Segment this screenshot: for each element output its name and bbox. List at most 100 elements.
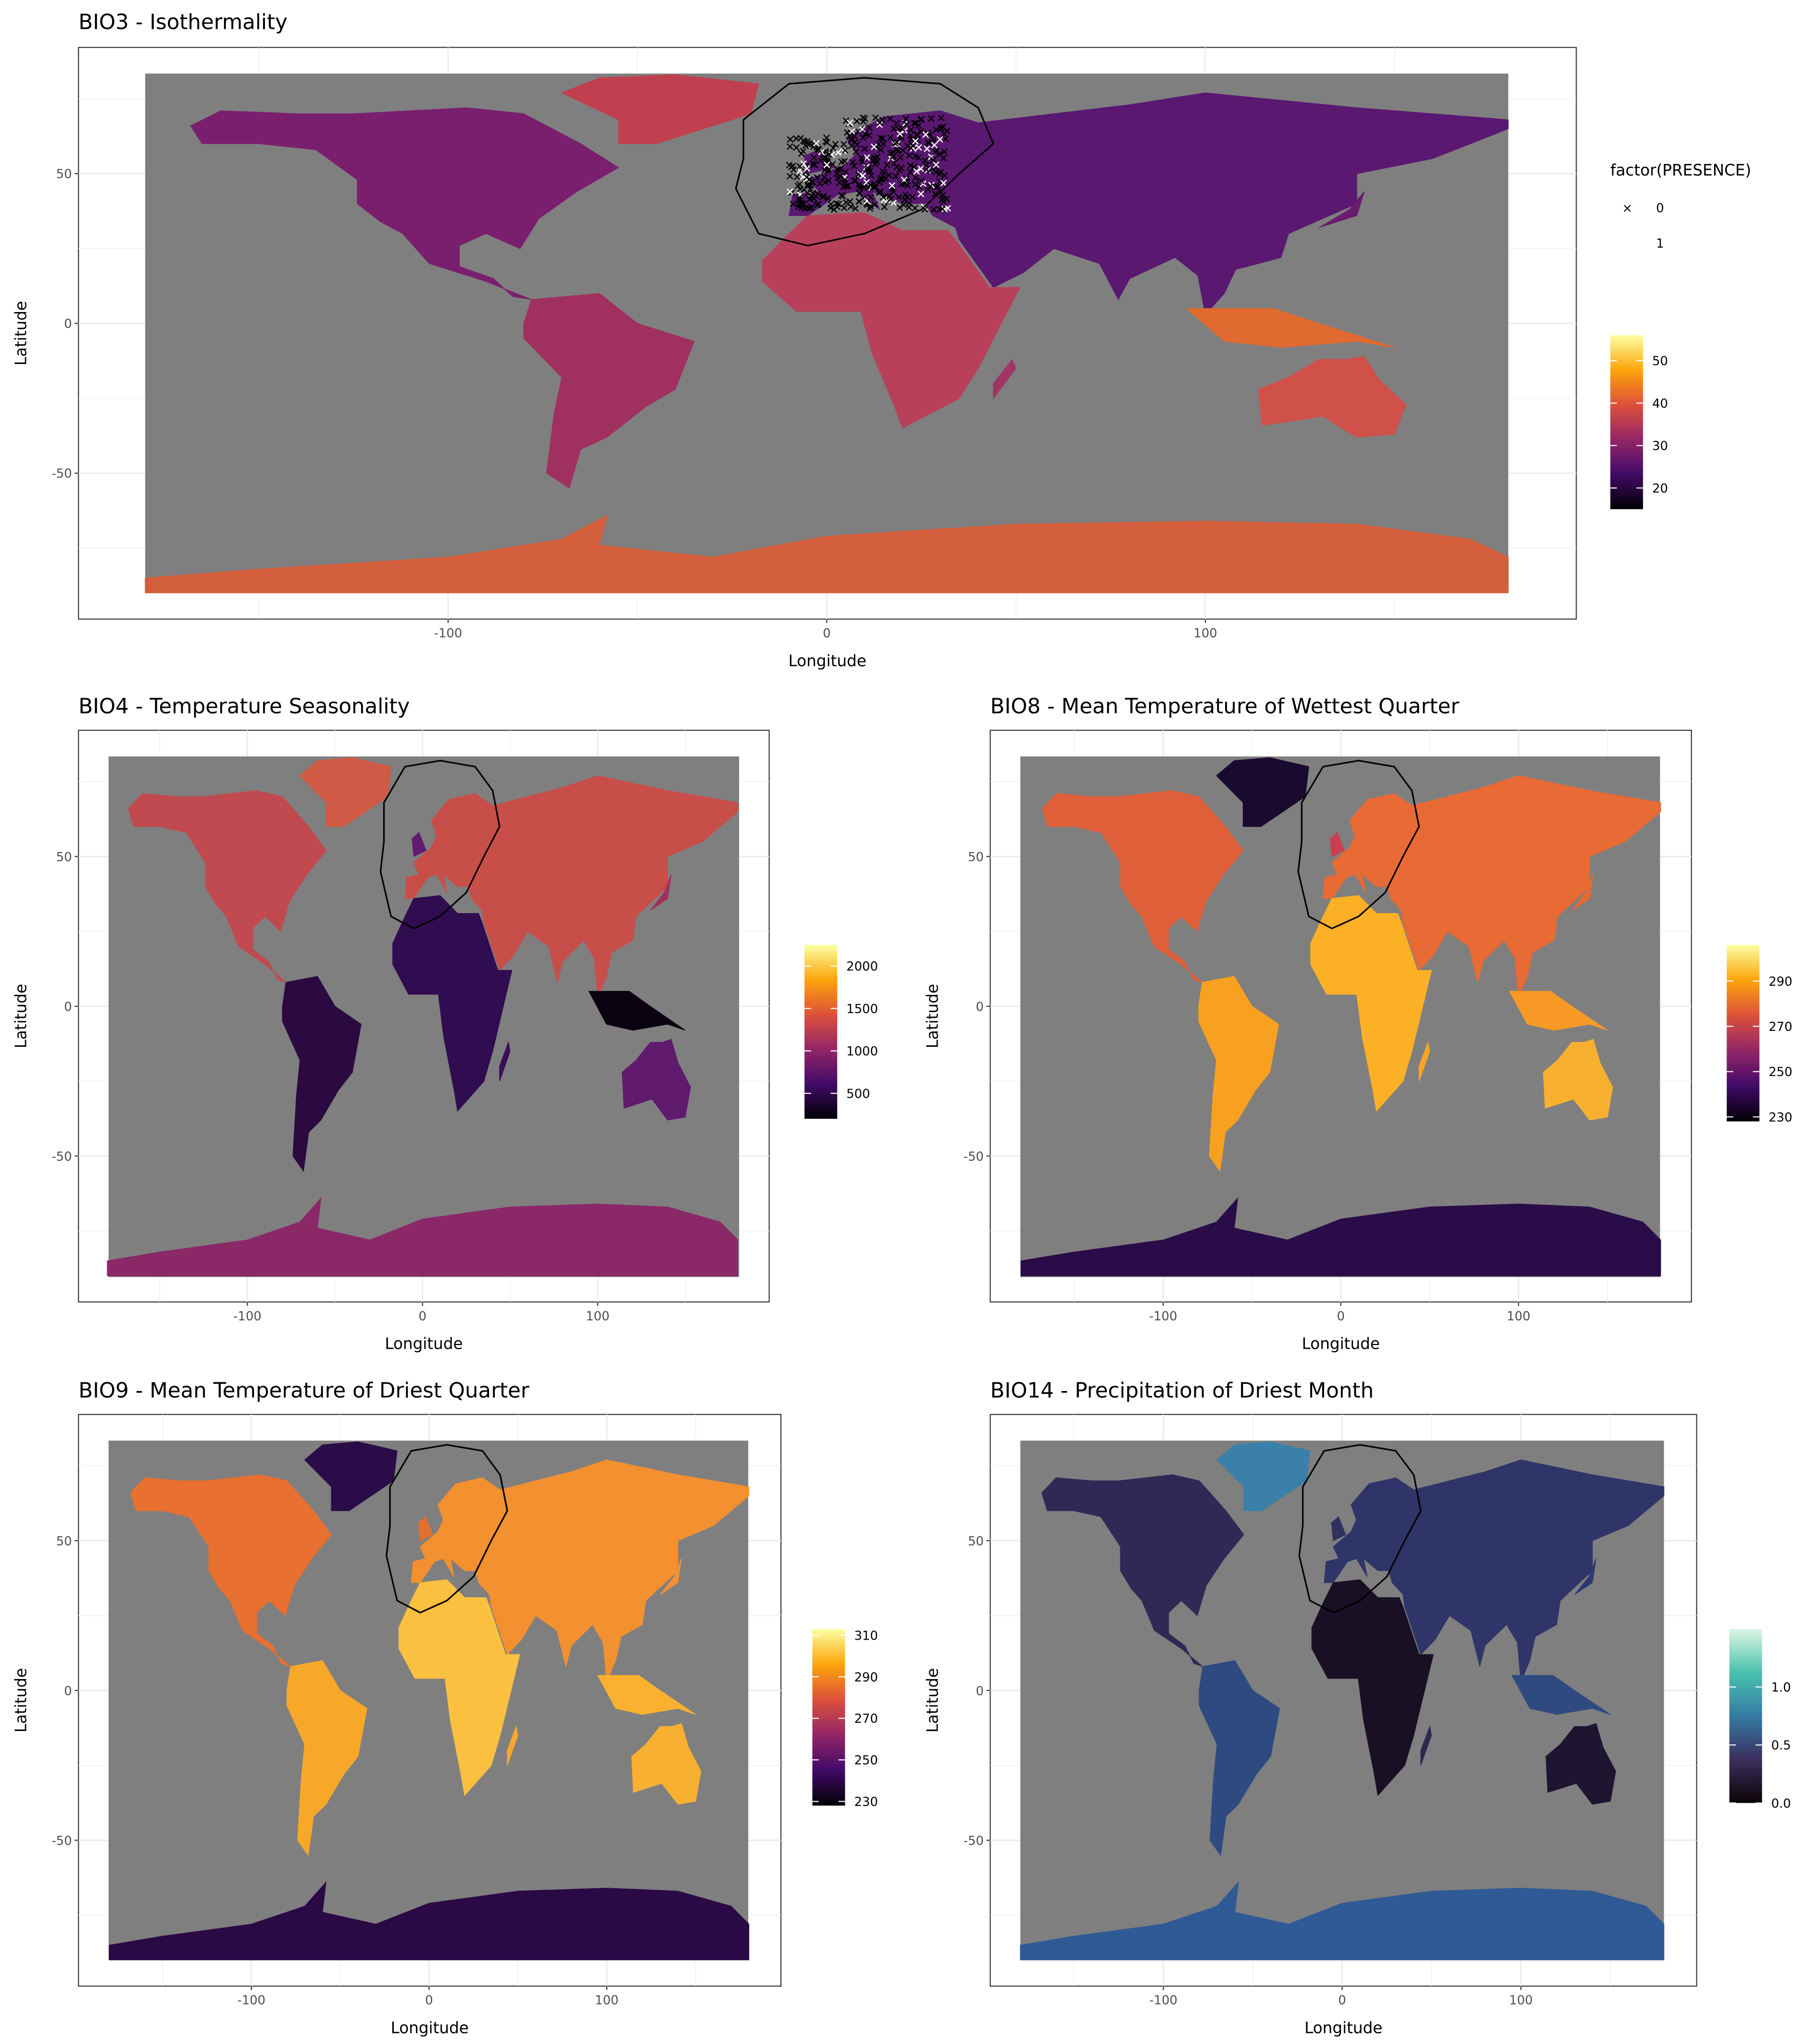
absence-point bbox=[912, 175, 919, 181]
absence-point bbox=[814, 190, 821, 197]
absence-point bbox=[902, 196, 909, 203]
absence-point bbox=[914, 131, 920, 138]
landmass-greenland bbox=[561, 74, 759, 144]
colorbar bbox=[812, 1629, 845, 1806]
absence-point bbox=[815, 201, 822, 208]
absence-point bbox=[787, 143, 793, 150]
landmass-indonesia bbox=[588, 991, 686, 1031]
absence-point bbox=[941, 148, 948, 155]
colorbar-label: 250 bbox=[1768, 1065, 1792, 1079]
absence-point bbox=[909, 193, 916, 201]
presence-point bbox=[848, 128, 855, 135]
absence-point bbox=[834, 174, 841, 181]
landmass-britain bbox=[418, 1516, 433, 1542]
absence-point bbox=[881, 169, 888, 176]
landmass-north-america bbox=[190, 107, 619, 300]
absence-point bbox=[932, 190, 939, 198]
y-tick-label: 50 bbox=[56, 167, 72, 182]
y-tick-label: 50 bbox=[968, 850, 984, 865]
absence-point bbox=[866, 205, 874, 212]
x-axis-label: Longitude bbox=[789, 652, 866, 670]
x-axis-label: Longitude bbox=[1302, 1335, 1380, 1353]
shape-legend: factor(PRESENCE) × 0 1 bbox=[1610, 161, 1751, 251]
absence-point bbox=[908, 136, 915, 143]
absence-point bbox=[877, 135, 884, 142]
landmass-eurasia bbox=[1324, 1459, 1665, 1682]
absence-point bbox=[843, 183, 850, 190]
absence-point bbox=[820, 192, 827, 200]
absence-point bbox=[926, 167, 933, 175]
landmass-north-america bbox=[1042, 790, 1244, 983]
absence-point bbox=[932, 169, 940, 176]
colorbar bbox=[1729, 1629, 1762, 1803]
absence-point bbox=[903, 121, 910, 128]
landmass-eurasia bbox=[789, 92, 1509, 315]
absence-point bbox=[912, 204, 918, 212]
shape-legend-label: 1 bbox=[1656, 237, 1664, 251]
presence-point bbox=[889, 182, 896, 189]
absence-point bbox=[802, 168, 809, 176]
landmass-north-america bbox=[128, 790, 327, 983]
presence-point bbox=[846, 119, 853, 126]
x-tick-label: 0 bbox=[419, 1309, 426, 1324]
landmass-australia bbox=[1258, 356, 1406, 438]
absence-point bbox=[836, 179, 843, 186]
landmass-greenland bbox=[1216, 1441, 1311, 1511]
absence-point bbox=[933, 126, 940, 133]
absence-point bbox=[856, 189, 863, 197]
absence-point bbox=[832, 141, 839, 148]
absence-point bbox=[930, 136, 937, 143]
absence-point bbox=[877, 176, 884, 184]
panel-title: BIO8 - Mean Temperature of Wettest Quart… bbox=[990, 694, 1460, 718]
y-tick-label: 50 bbox=[56, 1534, 72, 1549]
colorbar-label: 1500 bbox=[846, 1002, 878, 1016]
absence-point bbox=[940, 191, 946, 199]
presence-point bbox=[896, 130, 903, 138]
landmass-australia bbox=[631, 1723, 702, 1805]
panel-bio3: BIO3 - Isothermality -100 0 100 50 0 -50 Longit… bbox=[12, 11, 1668, 670]
absence-point bbox=[872, 184, 879, 191]
absence-point bbox=[865, 167, 871, 174]
absence-point bbox=[793, 144, 800, 151]
absence-point bbox=[789, 201, 797, 208]
y-tick-label: -50 bbox=[964, 1150, 984, 1164]
x-tick-label: 0 bbox=[1338, 1994, 1346, 2008]
x-tick-label: 100 bbox=[1509, 1994, 1533, 2008]
absence-point bbox=[936, 151, 943, 158]
landmass-greenland bbox=[1216, 757, 1309, 827]
x-tick-label: 100 bbox=[1193, 627, 1217, 641]
colorbar bbox=[1610, 335, 1643, 510]
absence-point bbox=[917, 116, 924, 123]
landmass-indonesia bbox=[1511, 1675, 1611, 1715]
absence-point bbox=[923, 166, 930, 173]
absence-point bbox=[793, 174, 801, 180]
absence-point bbox=[927, 183, 934, 190]
landmass-north-america bbox=[130, 1474, 332, 1667]
colorbar-label: 1000 bbox=[846, 1044, 878, 1059]
y-tick-label: -50 bbox=[51, 1834, 72, 1848]
absence-point bbox=[872, 161, 879, 168]
presence-point bbox=[917, 165, 924, 172]
landmass-antarctica bbox=[109, 1881, 750, 1960]
panel-bio14: BIO14 - Precipitation of Driest Month -10… bbox=[924, 1379, 1791, 2037]
absence-point bbox=[838, 158, 845, 165]
absence-point bbox=[925, 140, 932, 147]
absence-point bbox=[893, 139, 901, 146]
colorbar bbox=[1727, 944, 1760, 1122]
absence-point bbox=[887, 134, 894, 141]
y-tick-label: -50 bbox=[51, 467, 72, 481]
absence-point bbox=[847, 203, 854, 210]
y-tick-label: 0 bbox=[64, 1684, 72, 1698]
landmass-australia bbox=[1545, 1723, 1617, 1805]
absence-point bbox=[821, 174, 828, 181]
y-axis-label: Latitude bbox=[12, 984, 30, 1048]
colorbar-label: 40 bbox=[1652, 397, 1668, 411]
landmass-south-america bbox=[1198, 976, 1279, 1172]
absence-point bbox=[939, 205, 946, 213]
absence-point bbox=[939, 196, 945, 203]
landmass-japan bbox=[1571, 874, 1594, 911]
landmass-eurasia bbox=[411, 1459, 750, 1682]
absence-point bbox=[906, 152, 913, 159]
colorbar-label: 290 bbox=[854, 1670, 878, 1685]
landmass-britain bbox=[1331, 1516, 1346, 1542]
